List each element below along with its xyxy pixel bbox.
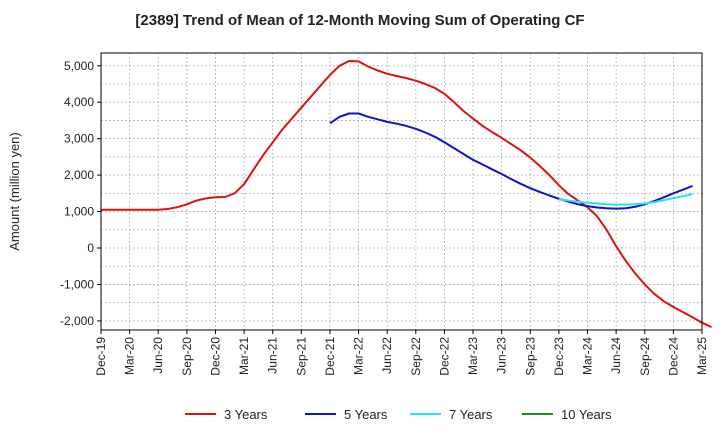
legend: 3 Years 5 Years 7 Years 10 Years xyxy=(185,407,612,422)
y-tick-label: 0 xyxy=(87,241,94,255)
x-tick-label: Jun-20 xyxy=(151,337,165,374)
y-axis: 5,000 4,000 3,000 2,000 1,000 0 -1,000 -2,000 xyxy=(60,59,101,328)
x-tick-label: Sep-23 xyxy=(523,337,537,376)
plot-area xyxy=(101,53,702,330)
x-tick-label: Sep-20 xyxy=(180,337,194,376)
series-line-3-years xyxy=(101,60,712,329)
series-lines xyxy=(101,60,712,329)
x-tick-label: Dec-22 xyxy=(437,337,451,376)
legend-label-5-years: 5 Years xyxy=(344,407,388,422)
chart-title: [2389] Trend of Mean of 12-Month Moving … xyxy=(135,12,585,29)
plot-border xyxy=(100,52,703,331)
y-tick-label: 1,000 xyxy=(64,205,94,219)
legend-label-7-years: 7 Years xyxy=(449,407,493,422)
y-axis-title: Amount (million yen) xyxy=(7,132,22,251)
x-tick-label: Dec-21 xyxy=(323,337,337,376)
x-tick-label: Dec-20 xyxy=(208,337,222,376)
x-tick-label: Mar-23 xyxy=(466,337,480,375)
y-tick-label: 4,000 xyxy=(64,95,94,109)
series-line-7-years xyxy=(558,193,693,206)
x-axis: Dec-19 Mar-20 Jun-20 Sep-20 Dec-20 Mar-21 Jun-… xyxy=(94,330,709,376)
x-tick-label: Mar-24 xyxy=(581,337,595,375)
x-tick-label: Dec-19 xyxy=(94,337,108,376)
legend-label-3-years: 3 Years xyxy=(224,407,268,422)
x-tick-label: Dec-24 xyxy=(666,337,680,376)
x-tick-label: Sep-24 xyxy=(638,337,652,376)
y-tick-label: 5,000 xyxy=(64,59,94,73)
y-tick-label: -1,000 xyxy=(60,277,94,291)
y-tick-label: 2,000 xyxy=(64,168,94,182)
x-tick-label: Jun-24 xyxy=(609,337,623,374)
legend-label-10-years: 10 Years xyxy=(561,407,612,422)
x-tick-label: Jun-23 xyxy=(495,337,509,374)
x-tick-label: Mar-25 xyxy=(695,337,709,375)
x-tick-label: Jun-22 xyxy=(380,337,394,374)
x-tick-label: Sep-22 xyxy=(409,337,423,376)
y-tick-label: -2,000 xyxy=(60,314,94,328)
x-tick-label: Mar-20 xyxy=(123,337,137,375)
x-tick-label: Dec-23 xyxy=(552,337,566,376)
series-line-5-years xyxy=(329,112,693,210)
y-tick-label: 3,000 xyxy=(64,132,94,146)
x-tick-label: Jun-21 xyxy=(266,337,280,374)
x-tick-label: Sep-21 xyxy=(294,337,308,376)
x-tick-label: Mar-21 xyxy=(237,337,251,375)
x-tick-label: Mar-22 xyxy=(352,337,366,375)
grid xyxy=(101,53,702,330)
